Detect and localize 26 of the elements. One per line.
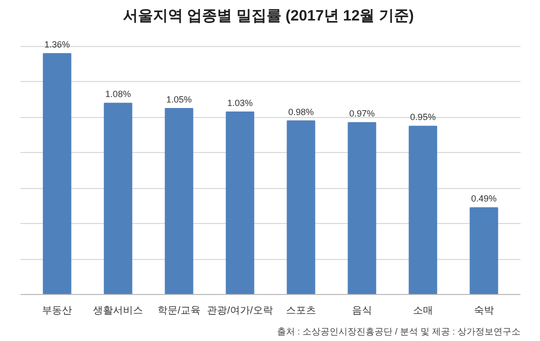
bar	[164, 108, 194, 294]
bar	[104, 102, 132, 294]
data-label: 0.95%	[410, 112, 436, 122]
x-tick-label: 숙박	[474, 306, 494, 316]
x-tick-label: 음식	[352, 306, 372, 316]
source-note: 출처 : 소상공인시장진흥공단 / 분석 및 제공 : 상가정보연구소	[276, 326, 521, 336]
data-label: 1.08%	[105, 89, 131, 100]
bar	[470, 207, 498, 294]
x-tick-label: 학문/교육	[158, 306, 200, 316]
data-label: 0.49%	[471, 194, 497, 204]
x-tick-label: 부동산	[42, 306, 72, 316]
data-label: 1.36%	[44, 40, 70, 50]
x-tick-label: 소매	[412, 306, 433, 316]
bar	[226, 112, 254, 294]
bar	[286, 120, 316, 294]
chart-title: 서울지역 업종별 밀집률 (2017년 12월 기준)	[122, 8, 414, 24]
data-label: 0.98%	[288, 106, 314, 117]
bar	[408, 126, 438, 294]
x-tick-label: 생활서비스	[93, 306, 144, 316]
data-label: 0.97%	[349, 108, 375, 119]
x-tick-label: 스포츠	[286, 306, 316, 316]
data-label: 1.05%	[166, 94, 192, 105]
bar	[348, 122, 376, 294]
data-label: 1.03%	[227, 98, 253, 108]
bar	[42, 53, 72, 294]
x-tick-label: 관광/여가/오락	[207, 306, 273, 316]
